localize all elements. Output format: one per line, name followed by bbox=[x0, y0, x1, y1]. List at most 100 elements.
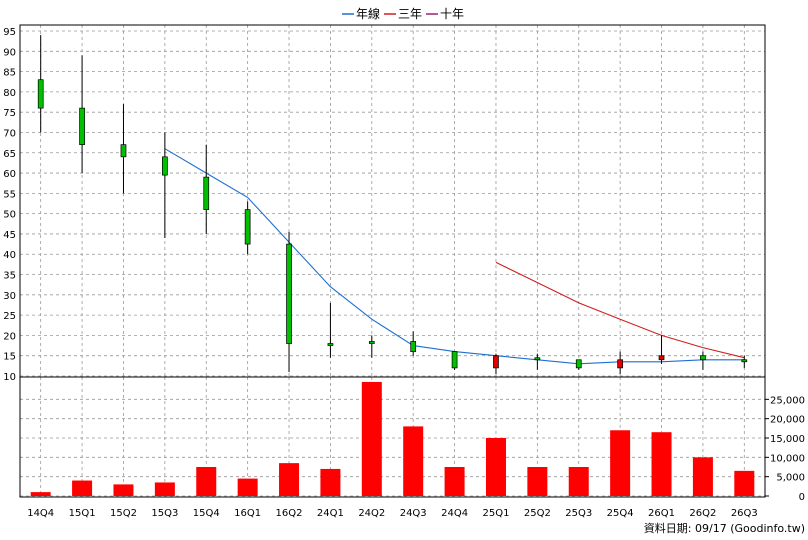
volume-tick-label: 20,000 bbox=[770, 415, 805, 426]
x-tick-label: 25Q3 bbox=[565, 508, 592, 519]
legend-item-1: 年線 bbox=[342, 6, 380, 21]
volume-bar-25Q3 bbox=[568, 467, 589, 496]
price-tick-label: 45 bbox=[3, 230, 16, 241]
price-tick-label: 20 bbox=[3, 331, 16, 342]
candle-24Q2 bbox=[368, 335, 375, 358]
x-tick-label: 24Q4 bbox=[441, 508, 468, 519]
price-tick-label: 80 bbox=[3, 88, 16, 99]
price-tick-label: 60 bbox=[3, 169, 16, 180]
volume-bar-26Q2 bbox=[692, 457, 713, 496]
legend-label: 三年 bbox=[398, 7, 422, 21]
volume-grid bbox=[20, 377, 765, 497]
x-tick-label: 26Q3 bbox=[731, 508, 758, 519]
x-tick-label: 24Q1 bbox=[317, 508, 344, 519]
price-tick-label: 30 bbox=[3, 291, 16, 302]
price-tick-label: 25 bbox=[3, 311, 16, 322]
price-tick-label: 55 bbox=[3, 189, 16, 200]
data-source-label: 資料日期: 09/17 (Goodinfo.tw) bbox=[644, 521, 805, 535]
candle-body bbox=[37, 79, 44, 109]
candle-15Q2 bbox=[120, 104, 127, 194]
volume-tick-label: 10,000 bbox=[770, 453, 805, 464]
candle-body bbox=[575, 359, 582, 369]
legend-label: 年線 bbox=[356, 6, 380, 21]
volume-bar-26Q1 bbox=[651, 432, 672, 496]
volume-tick-label: 15,000 bbox=[770, 434, 805, 445]
candle-body bbox=[79, 107, 85, 145]
candle-body bbox=[700, 355, 706, 361]
volume-bar-16Q1 bbox=[237, 478, 258, 496]
price-panel-frame bbox=[19, 24, 766, 378]
x-tick-label: 16Q2 bbox=[276, 508, 303, 519]
price-tick-label: 10 bbox=[3, 372, 16, 383]
candle-26Q1 bbox=[658, 335, 665, 364]
candle-body bbox=[534, 357, 541, 361]
volume-bars bbox=[30, 381, 755, 496]
candle-body bbox=[741, 359, 748, 363]
volume-tick-label: 0 bbox=[799, 492, 805, 503]
candle-body bbox=[658, 355, 665, 361]
volume-bar-14Q4 bbox=[30, 492, 51, 496]
x-tick-label: 25Q2 bbox=[524, 508, 551, 519]
x-axis: 14Q4 15Q1 15Q2 15Q3 15Q4 16Q1 16Q2 24Q1 24Q2 24Q3… bbox=[27, 508, 758, 519]
price-tick-label: 65 bbox=[3, 149, 16, 160]
volume-panel-frame bbox=[19, 376, 766, 498]
x-tick-label: 26Q2 bbox=[689, 508, 716, 519]
price-tick-label: 70 bbox=[3, 128, 16, 139]
volume-bar-16Q2 bbox=[279, 463, 300, 496]
volume-tick-label: 5,000 bbox=[776, 473, 805, 484]
volume-bar-25Q4 bbox=[610, 430, 631, 496]
candle-24Q3 bbox=[410, 331, 417, 356]
candle-25Q3 bbox=[575, 359, 582, 370]
volume-bar-24Q3 bbox=[403, 426, 424, 496]
candle-25Q1 bbox=[493, 353, 499, 374]
price-grid bbox=[20, 25, 765, 377]
candle-body bbox=[244, 209, 251, 245]
candle-24Q1 bbox=[327, 302, 334, 358]
candle-24Q4 bbox=[451, 351, 458, 370]
price-tick-label: 95 bbox=[3, 27, 16, 38]
candle-body bbox=[120, 144, 127, 158]
price-tick-label: 90 bbox=[3, 47, 16, 58]
x-tick-label: 24Q2 bbox=[358, 508, 385, 519]
candle-body bbox=[203, 176, 210, 210]
candle-15Q3 bbox=[162, 132, 168, 238]
candle-body bbox=[410, 341, 417, 352]
price-tick-label: 75 bbox=[3, 108, 16, 119]
volume-bar-25Q2 bbox=[527, 467, 548, 496]
x-tick-label: 14Q4 bbox=[27, 508, 54, 519]
volume-bar-26Q3 bbox=[734, 470, 755, 496]
volume-bar-24Q2 bbox=[361, 381, 382, 496]
volume-bar-15Q2 bbox=[113, 484, 134, 496]
candle-15Q1 bbox=[79, 55, 85, 174]
volume-bar-15Q3 bbox=[154, 482, 175, 496]
volume-tick-label: 25,000 bbox=[770, 395, 805, 406]
candle-15Q4 bbox=[203, 144, 210, 234]
x-tick-label: 16Q1 bbox=[234, 508, 261, 519]
candle-body bbox=[162, 156, 168, 176]
price-tick-label: 50 bbox=[3, 210, 16, 221]
candlesticks bbox=[37, 35, 748, 374]
legend-item-3: 十年 bbox=[426, 7, 464, 21]
price-tick-label: 15 bbox=[3, 352, 16, 363]
candle-body bbox=[617, 359, 623, 369]
candle-body bbox=[493, 355, 499, 369]
candle-16Q1 bbox=[244, 201, 251, 255]
candle-25Q4 bbox=[617, 351, 623, 374]
volume-axis: 0 5,000 10,000 15,000 20,000 25,000 bbox=[765, 395, 805, 503]
legend: 年線 三年 十年 bbox=[342, 6, 464, 21]
price-tick-label: 35 bbox=[3, 271, 16, 282]
candle-26Q3 bbox=[741, 355, 748, 368]
candle-25Q2 bbox=[534, 353, 541, 370]
x-tick-label: 25Q1 bbox=[482, 508, 509, 519]
candle-body bbox=[451, 351, 458, 369]
price-tick-label: 40 bbox=[3, 250, 16, 261]
x-tick-label: 26Q1 bbox=[648, 508, 675, 519]
x-tick-label: 15Q3 bbox=[151, 508, 178, 519]
volume-bar-24Q1 bbox=[320, 468, 341, 496]
volume-bar-24Q4 bbox=[444, 467, 465, 496]
x-tick-label: 24Q3 bbox=[400, 508, 427, 519]
candle-26Q2 bbox=[700, 351, 706, 370]
price-tick-label: 85 bbox=[3, 68, 16, 79]
